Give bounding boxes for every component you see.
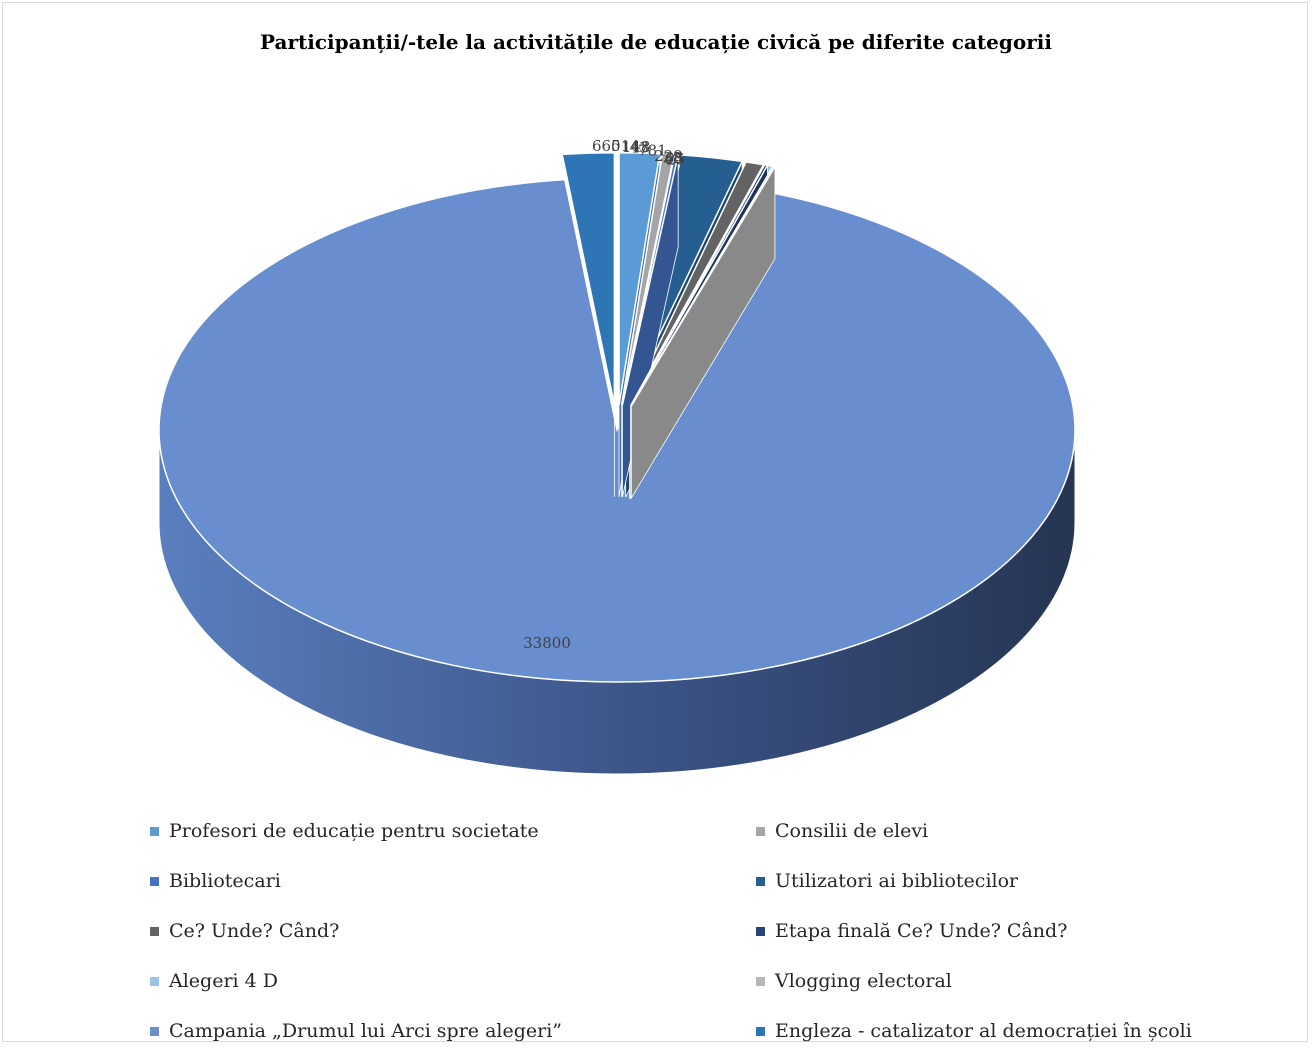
pie-data-label-7: 25 [666, 150, 685, 168]
pie-data-label-2: 43 [630, 138, 649, 156]
pie-slice-top-5 [629, 164, 769, 407]
pie-data-label-8: 33800 [523, 634, 571, 652]
legend-item-3: Utilizatori ai bibliotecilor [756, 856, 1250, 906]
chart-legend: Profesori de educație pentru societate Co… [150, 806, 1250, 1056]
legend-label-3: Utilizatori ai bibliotecilor [775, 870, 1019, 892]
pie-data-label-5: 38 [663, 149, 682, 167]
legend-item-2: Bibliotecari [150, 856, 756, 906]
legend-swatch-0 [150, 826, 159, 836]
pie-slice-top-0 [618, 151, 661, 405]
pie-slice-top-9 [561, 151, 616, 405]
legend-label-5: Etapa finală Ce? Unde? Când? [775, 920, 1068, 942]
legend-label-7: Vlogging electoral [775, 970, 952, 992]
legend-swatch-4 [150, 926, 159, 936]
legend-swatch-1 [756, 826, 765, 836]
pie-slice-top-8 [158, 178, 1076, 683]
legend-item-4: Ce? Unde? Când? [150, 906, 756, 956]
legend-label-2: Bibliotecari [169, 870, 281, 892]
legend-label-4: Ce? Unde? Când? [169, 920, 340, 942]
pie-data-label-6: 65 [665, 150, 684, 168]
legend-swatch-7 [756, 976, 765, 986]
pie-slice-top-4 [628, 161, 765, 407]
pie-slice-top-7 [630, 165, 777, 407]
legend-item-0: Profesori de educație pentru societate [150, 806, 756, 856]
legend-item-9: Engleza - catalizator al democrației în … [756, 1006, 1250, 1056]
pie-slice-top-1 [620, 153, 675, 405]
legend-item-1: Consilii de elevi [756, 806, 1250, 856]
legend-item-6: Alegeri 4 D [150, 956, 756, 1006]
legend-label-6: Alegeri 4 D [169, 970, 279, 992]
legend-item-8: Campania „Drumul lui Arci spre alegeri” [150, 1006, 756, 1056]
pie-slice-9 [561, 151, 616, 497]
pie-data-label-3: 781 [638, 141, 667, 159]
pie-data-label-4: 229 [654, 147, 683, 165]
pie-data-label-0: 514 [611, 137, 640, 155]
legend-swatch-2 [150, 876, 159, 886]
pie-slice-7 [630, 165, 777, 500]
legend-label-0: Profesori de educație pentru societate [169, 820, 539, 842]
legend-label-8: Campania „Drumul lui Arci spre alegeri” [169, 1020, 563, 1042]
pie-slice-8 [158, 178, 1076, 775]
legend-swatch-8 [150, 1026, 159, 1036]
legend-swatch-5 [756, 926, 765, 936]
chart-title: Participanții/-tele la activitățile de e… [260, 30, 1052, 54]
pie-data-label-9: 660 [592, 137, 621, 155]
legend-swatch-3 [756, 876, 765, 886]
legend-swatch-6 [150, 976, 159, 986]
legend-label-9: Engleza - catalizator al democrației în … [775, 1020, 1192, 1042]
legend-item-7: Vlogging electoral [756, 956, 1250, 1006]
pie-data-label-1: 148 [622, 138, 651, 156]
pie-slice-top-2 [621, 153, 680, 406]
legend-swatch-9 [756, 1026, 765, 1036]
legend-item-5: Etapa finală Ce? Unde? Când? [756, 906, 1250, 956]
legend-label-1: Consilii de elevi [775, 820, 929, 842]
